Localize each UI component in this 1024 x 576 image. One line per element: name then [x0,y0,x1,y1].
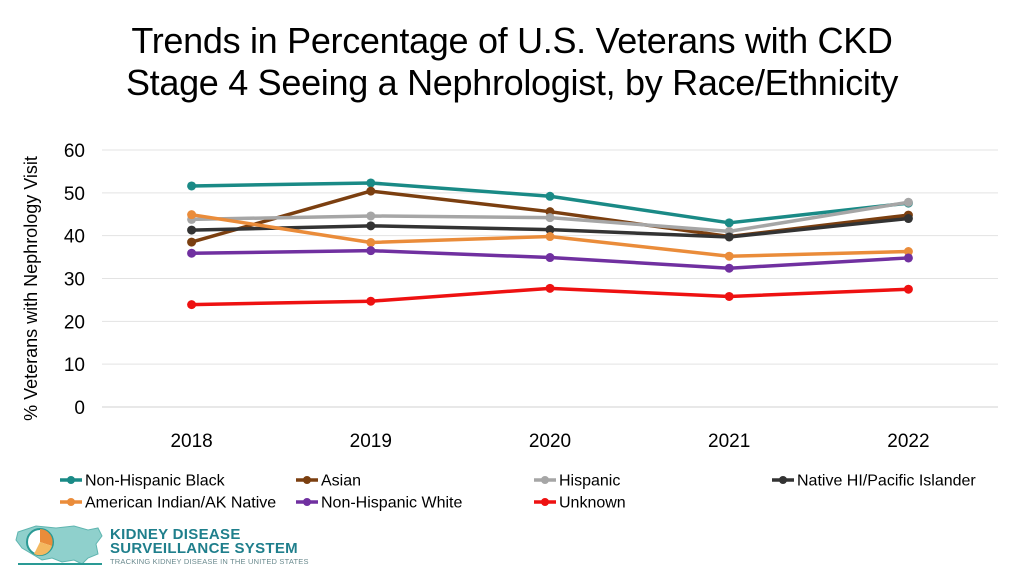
data-point-native-hi-pacific-islander-2021 [724,232,734,242]
logo-text-line2: SURVEILLANCE SYSTEM [110,540,298,557]
chart-title: Trends in Percentage of U.S. Veterans wi… [0,20,1024,104]
data-point-native-hi-pacific-islander-2020 [545,225,555,235]
data-point-unknown-2021 [724,291,734,301]
legend-label-hispanic: Hispanic [559,473,620,490]
y-axis-label: % Veterans with Nephrology Visit [21,156,41,421]
legend-label-non-hispanic-white: Non-Hispanic White [321,495,462,512]
data-point-native-hi-pacific-islander-2022 [903,214,913,224]
y-tick-label-0: 0 [74,398,85,419]
data-point-asian-2018 [187,237,197,247]
legend-marker-asian [303,476,311,484]
data-point-american-indian-ak-native-2022 [903,247,913,257]
data-point-non-hispanic-black-2021 [724,218,734,228]
data-point-native-hi-pacific-islander-2019 [366,221,376,231]
legend-marker-non-hispanic-white [303,498,311,506]
logo-text-line1: KIDNEY DISEASE [110,526,241,543]
logo-tagline: TRACKING KIDNEY DISEASE IN THE UNITED ST… [110,557,309,566]
legend-label-unknown: Unknown [559,495,626,512]
data-point-unknown-2019 [366,296,376,306]
legend-label-american-indian-ak-native: American Indian/AK Native [85,495,276,512]
y-tick-label-40: 40 [64,227,85,248]
legend-label-native-hi-pacific-islander: Native HI/Pacific Islander [797,473,976,490]
x-tick-label-2021: 2021 [708,431,750,452]
data-point-unknown-2022 [903,284,913,294]
data-point-american-indian-ak-native-2019 [366,238,376,248]
legend-label-asian: Asian [321,473,361,490]
data-point-hispanic-2020 [545,213,555,223]
kdss-logo: KIDNEY DISEASE SURVEILLANCE SYSTEM TRACK… [12,518,309,568]
y-tick-label-60: 60 [64,141,85,162]
y-tick-label-20: 20 [64,312,85,333]
data-point-american-indian-ak-native-2018 [187,210,197,220]
x-tick-label-2018: 2018 [170,431,212,452]
legend-marker-hispanic [541,476,549,484]
data-point-hispanic-2019 [366,211,376,221]
data-point-non-hispanic-white-2022 [903,253,913,263]
legend-marker-non-hispanic-black [67,476,75,484]
data-point-hispanic-2022 [903,197,913,207]
y-tick-label-10: 10 [64,355,85,376]
x-tick-label-2022: 2022 [887,431,929,452]
data-point-non-hispanic-white-2020 [545,253,555,263]
us-map-logo-icon [15,525,103,565]
data-point-non-hispanic-black-2018 [187,181,197,191]
y-tick-label-50: 50 [64,184,85,205]
x-tick-label-2020: 2020 [529,431,571,452]
data-point-american-indian-ak-native-2021 [724,251,734,261]
legend-marker-native-hi-pacific-islander [779,476,787,484]
data-point-native-hi-pacific-islander-2018 [187,225,197,235]
legend-marker-unknown [541,498,549,506]
data-point-non-hispanic-black-2019 [366,178,376,188]
data-point-non-hispanic-white-2019 [366,246,376,256]
chart-title-line2: Stage 4 Seeing a Nephrologist, by Race/E… [125,62,899,103]
data-point-non-hispanic-white-2021 [724,263,734,273]
data-point-non-hispanic-white-2018 [187,248,197,258]
data-point-unknown-2020 [545,283,555,293]
legend-marker-american-indian-ak-native [67,498,75,506]
y-tick-label-30: 30 [64,270,85,291]
x-tick-label-2019: 2019 [350,431,392,452]
legend-label-non-hispanic-black: Non-Hispanic Black [85,473,226,490]
data-point-non-hispanic-black-2020 [545,191,555,201]
chart-title-line1: Trends in Percentage of U.S. Veterans wi… [131,20,893,61]
data-point-unknown-2018 [187,300,197,310]
data-point-american-indian-ak-native-2020 [545,232,555,242]
data-point-asian-2019 [366,186,376,196]
